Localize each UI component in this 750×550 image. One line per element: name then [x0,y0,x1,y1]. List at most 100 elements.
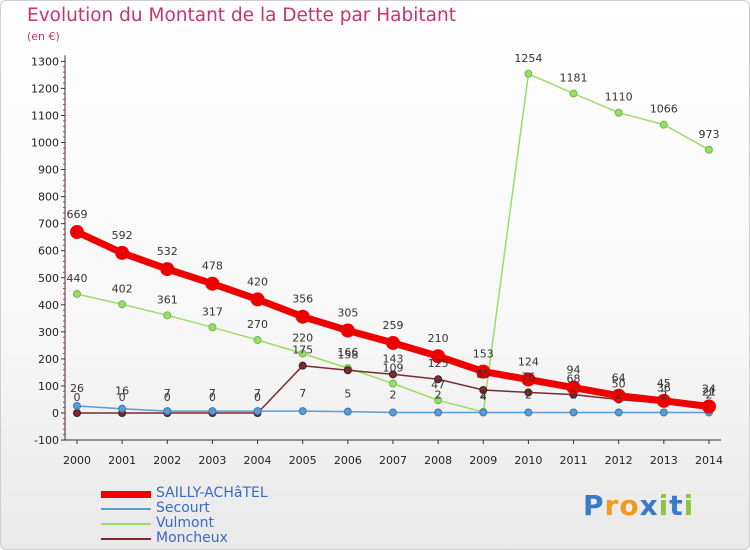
data-label: 0 [209,391,216,404]
logo-letter: i [683,489,695,522]
data-point [659,120,668,129]
data-label: 5 [344,388,351,401]
data-point [205,276,220,291]
y-tick-label: 300 [38,326,59,339]
data-label: 4 [480,390,487,403]
y-tick-label: 400 [38,299,59,312]
legend-label: SAILLY-ACHâTEL [156,485,268,501]
data-label: 2 [389,388,396,401]
data-point [611,388,626,403]
proxiti-logo: Proxiti [583,489,694,522]
data-label: 7 [164,387,171,400]
legend-label: Secourt [156,500,210,516]
data-label: 669 [67,208,88,221]
data-label: 124 [518,355,539,368]
data-point [569,89,578,98]
y-tick-label: 200 [38,353,59,366]
data-point [476,364,491,379]
data-point [434,408,443,417]
data-label: 0 [164,391,171,404]
y-tick-label: 700 [38,218,59,231]
data-point [569,408,578,417]
data-label: 64 [612,372,626,385]
data-label: 76 [521,370,535,383]
data-point [388,379,397,388]
data-label: 7 [299,387,306,400]
data-label: 50 [612,377,626,390]
data-point [295,309,310,324]
data-point [343,366,352,375]
data-point [614,108,623,117]
logo-letter: i [658,489,670,522]
data-label: 440 [67,272,88,285]
y-tick-label: -100 [34,434,59,447]
data-point [521,372,536,387]
data-point [656,393,671,408]
legend-swatch [101,523,151,525]
data-label: 45 [657,377,671,390]
data-point [343,407,352,416]
data-point [73,289,81,298]
data-point [388,408,397,417]
y-tick-label: 800 [38,191,59,204]
data-point [118,300,127,309]
data-label: 532 [157,245,178,258]
y-tick-label: 500 [38,272,59,285]
data-label: 16 [115,385,129,398]
data-label: 47 [431,378,445,391]
chart-subtitle: (en €) [27,30,60,43]
data-point [524,69,533,78]
x-tick-label: 2004 [244,454,272,467]
data-label: 109 [382,362,403,375]
data-point [250,292,265,307]
y-tick-label: 1000 [31,137,59,150]
legend-label: Vulmont [156,515,214,531]
data-label: 0 [74,391,81,404]
data-label: 2 [615,388,622,401]
data-label: 2 [435,388,442,401]
data-point [479,386,488,395]
data-point [208,323,217,332]
data-label: 1066 [650,103,678,116]
data-label: 220 [292,331,313,344]
data-label: 158 [337,348,358,361]
data-point [704,145,713,154]
data-label: 2 [480,388,487,401]
logo-letter: r [604,489,620,522]
data-label: 166 [337,346,358,359]
data-point [340,323,355,338]
data-label: 2 [705,388,712,401]
data-point [388,370,397,379]
data-point [253,407,262,416]
data-label: 68 [567,373,581,386]
data-point [566,380,581,395]
data-label: 125 [428,357,449,370]
data-point [524,388,533,397]
data-point [524,408,533,417]
data-label: 259 [382,319,403,332]
data-label: 0 [254,391,261,404]
data-label: 305 [337,306,358,319]
data-label: 478 [202,260,223,273]
data-point [434,396,443,405]
y-tick-label: 600 [38,245,59,258]
x-tick-label: 2007 [379,454,407,467]
legend-swatch [101,490,151,498]
data-label: 2 [660,388,667,401]
data-label: 361 [157,293,178,306]
data-point [701,399,716,414]
data-label: 592 [112,229,133,242]
x-tick-label: 2011 [560,454,588,467]
x-tick-label: 2002 [153,454,181,467]
data-label: 402 [112,282,133,295]
data-point [659,408,668,417]
y-tick-label: 1100 [31,109,59,122]
data-point [298,349,307,358]
logo-letter: P [583,489,605,522]
data-label: 210 [428,332,449,345]
x-tick-label: 2003 [198,454,226,467]
data-point [298,407,307,416]
x-tick-label: 2009 [469,454,497,467]
